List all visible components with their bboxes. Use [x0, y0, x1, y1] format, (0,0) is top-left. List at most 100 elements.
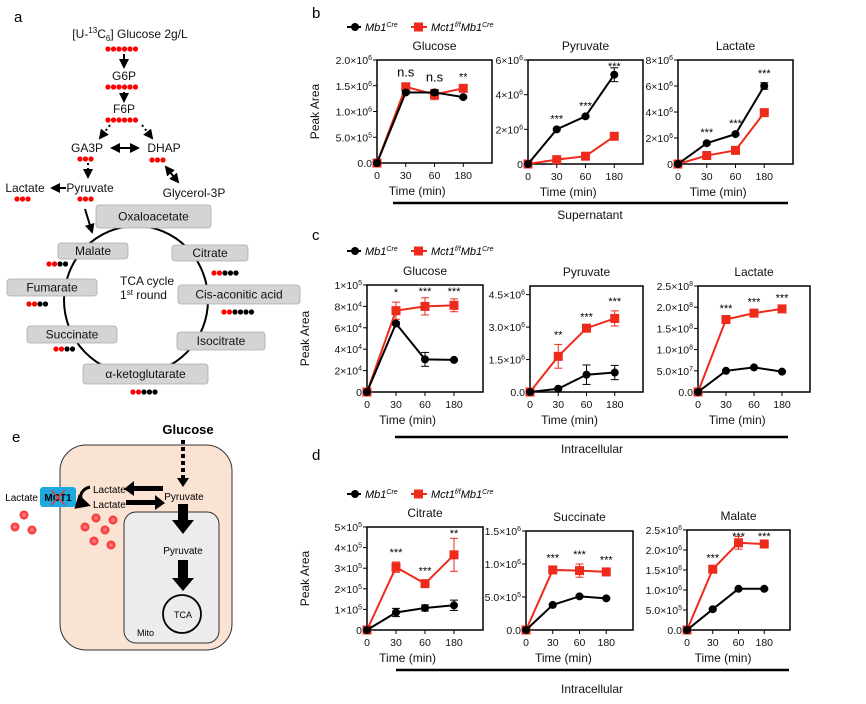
carbon-atom	[64, 346, 70, 352]
svg-text:Mct1f/fMb1Cre: Mct1f/fMb1Cre	[431, 489, 493, 501]
significance-label: ***	[608, 296, 622, 308]
series-line	[366, 554, 455, 631]
data-point	[526, 388, 534, 396]
significance-label: ***	[419, 286, 433, 298]
glucose-label: Glucose	[162, 422, 213, 437]
data-point	[401, 82, 411, 92]
carbon-atom	[232, 309, 238, 315]
x-tick-label: 180	[445, 637, 463, 649]
data-point	[749, 308, 759, 318]
y-tick-label: 2×106	[495, 124, 523, 136]
lactate-molecule	[100, 525, 110, 535]
chart-d-malate: Malate Time (min) 0.0 5.0×105 1.0×106 1.5×106…	[646, 509, 791, 665]
carbon-atom	[226, 309, 233, 315]
y-tick-label: 5.0×105	[646, 605, 682, 617]
tracer-pathway-diagram: [U-13C6] Glucose 2g/L G6P F6P GA3P DHAP …	[5, 26, 301, 395]
carbon-atom	[88, 196, 94, 202]
tca-cycle-icon	[162, 594, 202, 634]
legend-item-knockout: Mct1f/fMb1Cre	[411, 22, 493, 34]
y-tick-label: 2.0×108	[657, 302, 693, 314]
x-axis-label: Time (min)	[690, 185, 747, 199]
carbon-atom	[51, 261, 58, 267]
carbon-atom	[154, 157, 161, 163]
chart-title: Lactate	[734, 265, 774, 279]
x-tick-label: 180	[773, 399, 791, 411]
legend: Mb1Cre Mct1f/fMb1Cre	[347, 489, 493, 501]
series-line	[366, 304, 455, 393]
carbon-atom	[110, 117, 117, 123]
data-point	[522, 626, 530, 634]
carbon-label-ga3p	[77, 156, 94, 162]
x-tick-label: 180	[597, 637, 615, 649]
data-point	[582, 323, 591, 333]
carbon-atom	[141, 389, 147, 395]
data-point	[694, 388, 702, 396]
carbon-atom	[243, 309, 249, 315]
series-knockout	[521, 563, 611, 635]
carbon-atom	[77, 156, 83, 162]
y-tick-label: 0	[517, 159, 523, 171]
significance-label: ***	[448, 286, 462, 298]
significance-label: ***	[390, 547, 404, 559]
series-knockout	[693, 304, 787, 397]
series-control	[363, 599, 458, 634]
panel-label-c: c	[312, 227, 320, 244]
x-tick-label: 180	[606, 399, 624, 411]
data-point	[391, 562, 401, 572]
metabolite-box-fumarate: Fumarate	[6, 278, 98, 297]
y-tick-label: 2×104	[334, 366, 362, 378]
series-knockout	[682, 535, 769, 635]
y-tick-label: 2.5×108	[657, 281, 693, 293]
lactate-molecule	[27, 525, 37, 535]
chart-title: Succinate	[553, 510, 606, 524]
carbon-atom	[77, 196, 83, 202]
carbon-atom	[221, 309, 227, 315]
y-tick-label: 0	[356, 625, 362, 637]
carbon-atom	[135, 389, 142, 395]
chart-title: Lactate	[716, 39, 756, 53]
x-axis-label: Time (min)	[535, 651, 592, 665]
data-point	[582, 370, 591, 379]
x-tick-label: 30	[547, 637, 559, 649]
y-tick-label: 4×104	[334, 344, 362, 356]
lactate-molecule	[106, 540, 116, 550]
svg-text:Mct1f/fMb1Cre: Mct1f/fMb1Cre	[431, 246, 493, 258]
chart-b-pyruvate: Pyruvate Time (min) 0 2×106 4×106 6×106 0 30 60 1…	[495, 39, 644, 199]
chart-title: Pyruvate	[562, 39, 610, 53]
carbon-atom	[105, 117, 111, 123]
data-point	[683, 626, 691, 634]
data-point	[553, 351, 563, 361]
x-tick-label: 60	[581, 399, 593, 411]
chart-b-lactate: Lactate Time (min) 0 2×106 4×106 6×106 8×106 0 3…	[645, 39, 794, 199]
metabolite-label: α-ketoglutarate	[105, 367, 186, 381]
data-point	[610, 313, 620, 323]
significance-label: ***	[776, 293, 790, 305]
x-tick-label: 0	[527, 399, 533, 411]
data-point	[548, 565, 558, 575]
data-point	[554, 384, 563, 393]
carbon-atom	[116, 46, 122, 52]
significance-label: ***	[419, 566, 433, 578]
x-tick-label: 60	[419, 637, 431, 649]
significance-label: ***	[600, 554, 614, 566]
data-point	[373, 159, 381, 167]
y-tick-label: 2.5×106	[646, 525, 682, 537]
carbon-atom	[82, 196, 89, 202]
y-tick-label: 5.0×105	[336, 132, 372, 144]
x-tick-label: 180	[445, 399, 463, 411]
lactate-molecule	[89, 536, 99, 546]
data-point	[581, 151, 590, 161]
x-tick-label: 30	[400, 170, 412, 182]
lactate-outside-label: Lactate	[5, 493, 38, 504]
knockout-cross-icon	[50, 489, 66, 506]
significance-label: ***	[729, 118, 743, 130]
x-tick-label: 30	[720, 399, 732, 411]
significance-label: ***	[748, 296, 762, 308]
pyruvate-mito-label: Pyruvate	[163, 546, 203, 557]
tca-round-label: 1st round	[120, 288, 167, 302]
y-tick-label: 0.0	[667, 625, 682, 637]
carbon-atom	[58, 346, 65, 352]
data-point	[760, 584, 769, 593]
legend-item-knockout: Mct1f/fMb1Cre	[411, 246, 493, 258]
x-tick-label: 0	[364, 637, 370, 649]
